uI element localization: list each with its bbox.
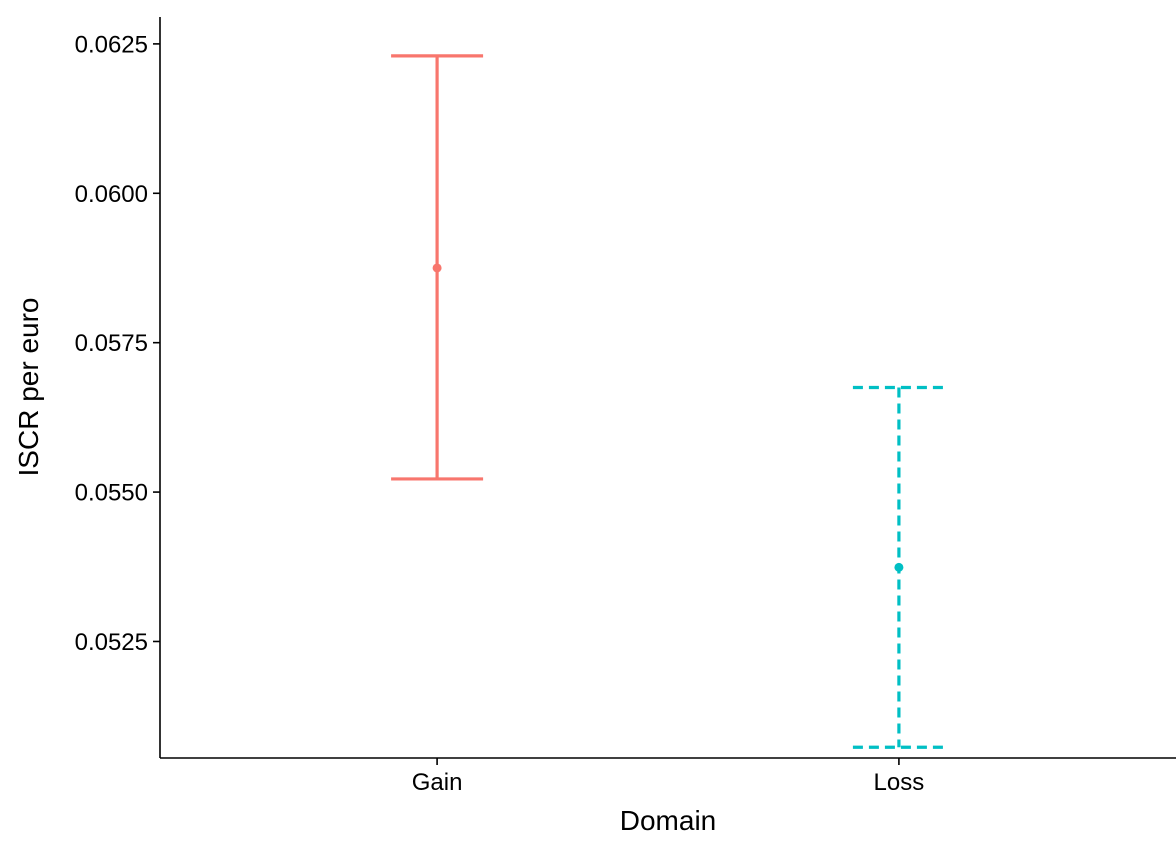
errorbar-loss xyxy=(852,385,945,749)
errorbar-gain xyxy=(391,54,484,481)
y-tick-label: 0.0575 xyxy=(75,330,148,357)
x-tick-label: Gain xyxy=(412,769,463,796)
mean-point xyxy=(432,263,442,273)
y-tick-label: 0.0550 xyxy=(75,480,148,507)
y-ticks: 0.0525 0.0550 0.0575 0.0600 0.0625 xyxy=(75,31,160,656)
y-tick-label: 0.0625 xyxy=(75,31,148,58)
x-axis-title: Domain xyxy=(620,805,716,836)
x-ticks: Gain Loss xyxy=(412,758,925,796)
y-axis-title: ISCR per euro xyxy=(13,298,44,477)
y-tick-label: 0.0525 xyxy=(75,629,148,656)
mean-point xyxy=(894,562,904,572)
marks-layer xyxy=(391,54,945,749)
x-tick-label: Loss xyxy=(874,769,925,796)
y-tick-label: 0.0600 xyxy=(75,181,148,208)
